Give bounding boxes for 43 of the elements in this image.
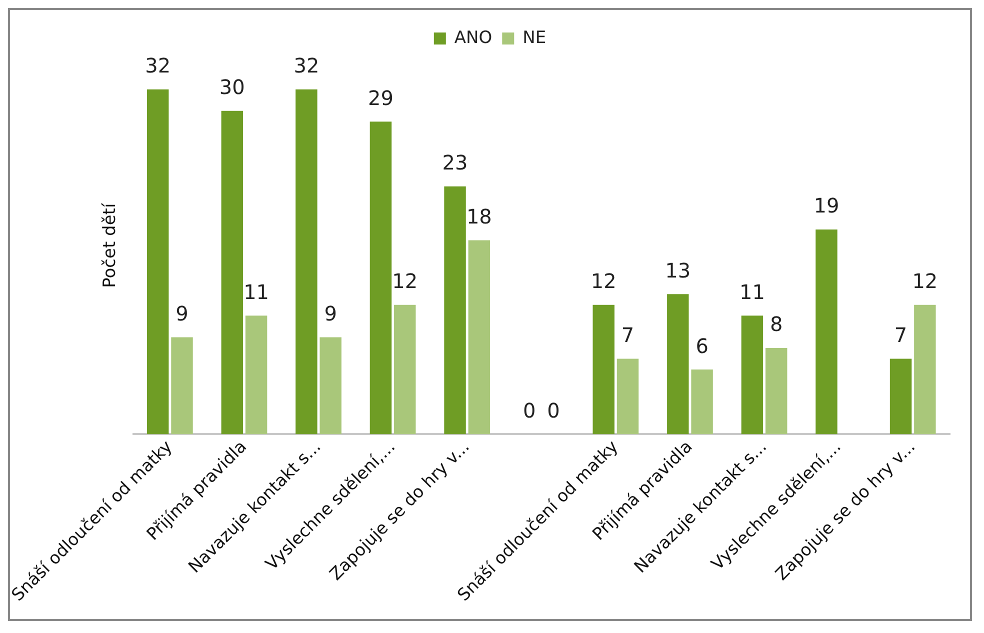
bar [667, 294, 689, 434]
bar [245, 316, 268, 434]
data-label: 9 [324, 301, 337, 326]
bar [146, 89, 169, 434]
bar [765, 348, 788, 434]
data-label: 7 [894, 322, 908, 347]
bar [592, 304, 614, 434]
bar [741, 316, 764, 434]
bar [171, 337, 193, 434]
bar [444, 186, 466, 434]
bar [691, 370, 713, 434]
bar [616, 358, 639, 434]
data-label: 6 [696, 334, 708, 358]
bar [890, 358, 912, 434]
data-label: 0 [547, 398, 560, 422]
data-label: 8 [770, 312, 783, 336]
data-label: 23 [442, 150, 468, 175]
bar [370, 122, 392, 434]
y-axis-title: Počet dětí [100, 202, 120, 288]
bar [468, 240, 490, 434]
data-label: 0 [522, 398, 536, 422]
legend-label: ANO [454, 28, 492, 48]
data-label: 11 [244, 280, 270, 304]
bar [394, 304, 416, 434]
data-label: 11 [739, 280, 765, 304]
data-label: 32 [145, 54, 171, 78]
data-label: 18 [466, 204, 492, 228]
bar [914, 304, 936, 434]
data-label: 7 [621, 322, 634, 347]
data-label: 19 [814, 194, 840, 218]
data-label: 12 [912, 269, 938, 294]
bar [296, 89, 318, 434]
data-label: 12 [392, 269, 418, 294]
legend-label: NE [522, 28, 546, 48]
bar [816, 229, 838, 434]
data-label: 9 [176, 301, 188, 326]
data-label: 12 [590, 269, 616, 294]
bar [221, 110, 244, 434]
data-label: 30 [219, 75, 245, 100]
data-label: 29 [368, 86, 394, 110]
bar [320, 337, 342, 434]
data-label: 13 [665, 258, 691, 282]
data-label: 32 [294, 54, 320, 78]
